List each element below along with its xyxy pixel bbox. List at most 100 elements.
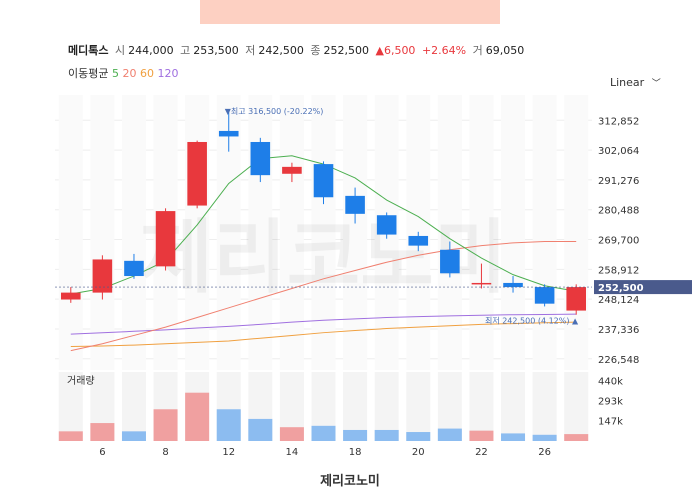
- x-tick-label: 26: [538, 447, 551, 458]
- column-stripe: [311, 95, 336, 370]
- candle: [155, 208, 176, 271]
- ma-60[interactable]: 60: [139, 67, 154, 80]
- candle: [345, 187, 365, 224]
- ma-20[interactable]: 20: [122, 67, 137, 80]
- ma-5[interactable]: 5: [111, 67, 119, 80]
- volume-bar: [248, 418, 273, 441]
- candle: [503, 276, 523, 293]
- low-value: 242,500: [258, 44, 304, 57]
- volume-column-stripe: [406, 372, 431, 441]
- y-tick-label: 312,852: [598, 116, 639, 127]
- volume-bar: [501, 433, 526, 441]
- candle: [313, 161, 334, 205]
- candle-body: [471, 282, 492, 285]
- y-tick-label: 280,488: [598, 206, 639, 217]
- footer-brand: 제리코노미: [320, 474, 380, 489]
- candle: [566, 284, 586, 315]
- candle-body: [218, 130, 239, 137]
- candle: [376, 212, 397, 239]
- ma-label: 이동평균: [68, 67, 109, 80]
- x-tick-label: 20: [412, 447, 425, 458]
- x-tick-label: 22: [475, 447, 488, 458]
- x-tick-label: 6: [99, 447, 105, 458]
- stock-header: 메디톡스 시 244,000 고 253,500 저 242,500 종 252,500…: [68, 42, 527, 58]
- volume-bar: [153, 409, 178, 441]
- volume-bar: [121, 431, 146, 441]
- moving-average-legend: 이동평균 5 20 60 120: [68, 65, 178, 81]
- high-value: 253,500: [193, 44, 239, 57]
- stock-name: 메디톡스: [68, 44, 109, 57]
- min-price-label: 최저 242,500 (4.12%) ▲: [485, 316, 579, 326]
- volume-column-stripe: [501, 372, 526, 441]
- candle: [250, 137, 271, 183]
- volume-column-stripe: [121, 372, 146, 441]
- volume-label: 거: [472, 44, 483, 57]
- ma60-line: [70, 321, 577, 348]
- x-tick-label: 14: [286, 447, 299, 458]
- volume-column-stripe: [58, 372, 83, 441]
- column-stripe: [121, 95, 146, 370]
- candle-body: [566, 287, 586, 311]
- price-chart[interactable]: 제리코노미▼최고 316,500 (-20.22%)최저 242,500 (4.…: [0, 0, 700, 470]
- volume-bar: [374, 429, 399, 441]
- y-tick-label: 248,124: [598, 295, 639, 306]
- volume-column-stripe: [374, 372, 399, 441]
- volume-title: 거래량: [67, 375, 95, 387]
- volume-bar: [279, 427, 304, 441]
- volume-bar: [406, 432, 431, 441]
- candle-body: [61, 292, 81, 300]
- x-tick-label: 12: [222, 447, 235, 458]
- candle-body: [376, 215, 397, 235]
- volume-tick-label: 293k: [598, 397, 623, 408]
- candle: [187, 140, 207, 209]
- y-tick-label: 269,700: [598, 236, 639, 247]
- chevron-down-icon: ﹀: [651, 79, 661, 89]
- volume-bar: [216, 409, 241, 441]
- volume-bar: [90, 423, 115, 441]
- close-label: 종: [310, 44, 321, 57]
- candle-body: [187, 141, 207, 206]
- open-value: 244,000: [128, 44, 174, 57]
- column-stripe: [437, 95, 462, 370]
- top-banner: [200, 0, 500, 24]
- close-value: 252,500: [323, 44, 369, 57]
- candle-body: [92, 259, 113, 293]
- volume-bar: [343, 429, 368, 441]
- y-tick-label: 226,548: [598, 355, 639, 366]
- volume-column-stripe: [532, 372, 557, 441]
- candle: [534, 284, 555, 307]
- column-stripe: [90, 95, 115, 370]
- volume-tick-label: 440k: [598, 376, 623, 387]
- x-tick-label: 18: [349, 447, 362, 458]
- x-tick-label: 8: [162, 447, 168, 458]
- ma-120[interactable]: 120: [157, 67, 179, 80]
- volume-bar: [564, 434, 589, 441]
- candle-body: [345, 195, 365, 214]
- column-stripe: [58, 95, 83, 370]
- volume-column-stripe: [469, 372, 494, 441]
- candle-body: [155, 211, 176, 267]
- volume-bar: [532, 434, 557, 441]
- y-tick-label: 258,912: [598, 265, 639, 276]
- y-tick-label: 291,276: [598, 176, 639, 187]
- candle: [61, 287, 81, 303]
- scale-selector[interactable]: Linear ﹀: [610, 76, 661, 89]
- column-stripe: [279, 95, 304, 370]
- candle-body: [313, 164, 334, 198]
- column-stripe: [343, 95, 368, 370]
- volume-tick-label: 147k: [598, 417, 623, 428]
- candle-body: [250, 141, 271, 176]
- change-pct: +2.64%: [421, 44, 467, 57]
- column-stripe: [564, 95, 589, 370]
- candle: [92, 255, 113, 300]
- candle-body: [503, 282, 523, 288]
- candle: [282, 162, 302, 183]
- low-label: 저: [245, 44, 256, 57]
- volume-column-stripe: [343, 372, 368, 441]
- max-price-label: ▼최고 316,500 (-20.22%): [225, 106, 324, 116]
- candle-body: [282, 166, 302, 174]
- y-tick-label: 237,336: [598, 325, 639, 336]
- candle-body: [440, 249, 460, 274]
- change-value: ▲6,500: [375, 44, 416, 57]
- high-label: 고: [180, 44, 191, 57]
